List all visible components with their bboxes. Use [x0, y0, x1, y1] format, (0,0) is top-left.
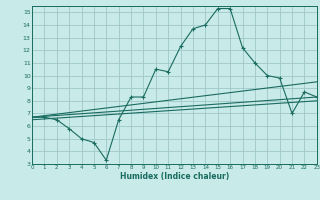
- X-axis label: Humidex (Indice chaleur): Humidex (Indice chaleur): [120, 172, 229, 181]
